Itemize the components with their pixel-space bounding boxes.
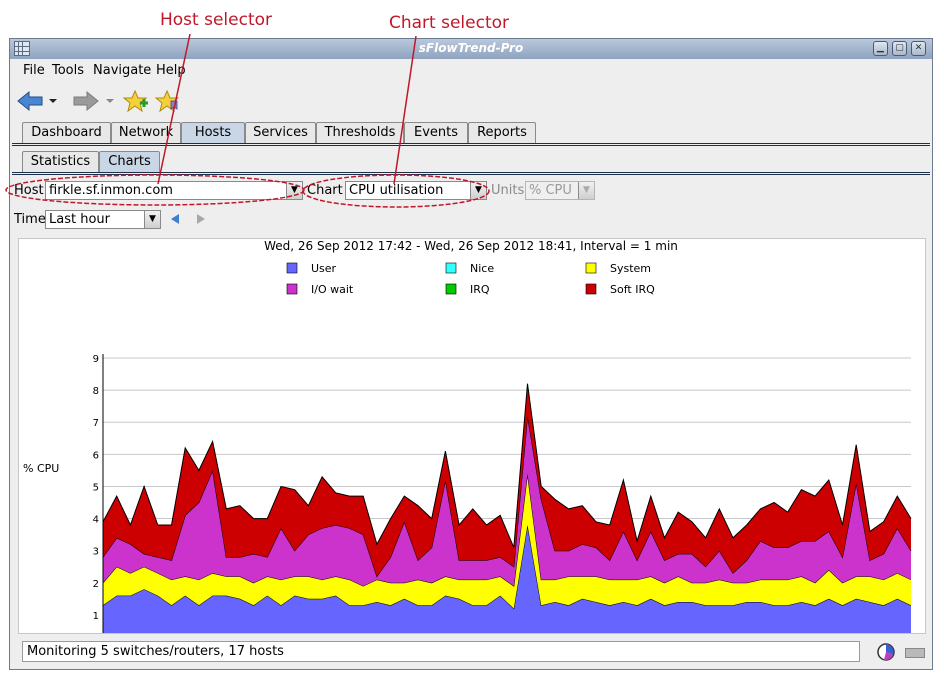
app-window: sFlowTrend-Pro ▁ ▢ ✕ File Tools Navigate… <box>9 38 933 670</box>
tab-reports[interactable]: Reports <box>468 122 536 143</box>
area-i-o-wait <box>103 415 911 586</box>
chart-value: CPU utilisation <box>349 183 444 198</box>
y-tick-label: 4 <box>93 515 99 526</box>
y-axis-label: % CPU <box>23 462 59 475</box>
status-text: Monitoring 5 switches/routers, 17 hosts <box>27 644 284 659</box>
menu-help[interactable]: Help <box>156 63 186 78</box>
legend-swatch <box>286 283 298 295</box>
host-selector-annotation: Host selector <box>160 10 273 30</box>
legend-swatch <box>286 262 298 274</box>
units-label: Units <box>491 183 525 198</box>
host-combo[interactable]: firkle.sf.inmon.com ▼ <box>45 181 303 200</box>
time-nav <box>171 214 205 224</box>
y-tick-label: 1 <box>93 611 99 622</box>
time-value: Last hour <box>49 212 110 227</box>
y-tick-label: 2 <box>93 579 99 590</box>
chevron-down-icon[interactable]: ▼ <box>286 182 302 199</box>
tab-divider <box>12 145 930 146</box>
chart-legend: User Nice System I/O wait IRQ Soft IRQ <box>286 262 655 296</box>
legend-swatch <box>445 283 457 295</box>
legend-label: Soft IRQ <box>610 283 655 296</box>
legend-swatch <box>445 262 457 274</box>
progress-indicator <box>905 648 925 658</box>
units-combo: % CPU ▼ <box>525 181 595 200</box>
legend-swatch <box>585 283 597 295</box>
chart-title: Wed, 26 Sep 2012 17:42 - Wed, 26 Sep 201… <box>264 239 678 253</box>
tab-dashboard[interactable]: Dashboard <box>22 122 111 143</box>
units-value: % CPU <box>529 183 572 198</box>
cpu-chart: Wed, 26 Sep 2012 17:42 - Wed, 26 Sep 201… <box>23 239 929 667</box>
chart-combo[interactable]: CPU utilisation ▼ <box>345 181 487 200</box>
tab-hosts[interactable]: Hosts <box>181 122 245 143</box>
back-icon[interactable] <box>16 90 66 112</box>
status-bar: Monitoring 5 switches/routers, 17 hosts <box>22 641 860 662</box>
chart-label: Chart <box>307 183 343 198</box>
y-tick-label: 7 <box>93 418 99 429</box>
series-line <box>102 383 912 548</box>
tab-statistics[interactable]: Statistics <box>22 151 99 172</box>
time-back-icon[interactable] <box>171 214 179 224</box>
window-title: sFlowTrend-Pro <box>418 41 524 55</box>
time-combo[interactable]: Last hour ▼ <box>45 210 161 229</box>
title-bar[interactable]: sFlowTrend-Pro ▁ ▢ ✕ <box>10 39 932 59</box>
legend-label: IRQ <box>470 283 490 296</box>
y-tick-label: 8 <box>93 386 99 397</box>
menu-file[interactable]: File <box>23 63 45 78</box>
area-soft-irq <box>103 383 911 577</box>
tab-charts[interactable]: Charts <box>99 151 160 172</box>
close-icon[interactable]: ✕ <box>911 41 926 56</box>
legend-label: I/O wait <box>311 283 354 296</box>
y-tick-label: 3 <box>93 547 99 558</box>
chevron-down-icon: ▼ <box>578 182 594 199</box>
chevron-down-icon[interactable]: ▼ <box>470 182 486 199</box>
bookmarks-icon[interactable] <box>155 89 181 113</box>
maximize-icon[interactable]: ▢ <box>892 41 907 56</box>
app-icon <box>14 41 30 56</box>
y-tick-label: 6 <box>93 450 99 461</box>
legend-label: Nice <box>470 262 494 275</box>
menu-tools[interactable]: Tools <box>52 63 85 78</box>
tab-divider <box>12 143 930 144</box>
legend-label: System <box>610 262 651 275</box>
add-bookmark-icon[interactable] <box>123 89 149 113</box>
time-label: Time <box>14 212 46 227</box>
minimize-icon[interactable]: ▁ <box>873 41 888 56</box>
y-tick-label: 9 <box>93 354 99 365</box>
legend-label: User <box>311 262 337 275</box>
chart-panel: Wed, 26 Sep 2012 17:42 - Wed, 26 Sep 201… <box>18 238 929 667</box>
tab-events[interactable]: Events <box>404 122 468 143</box>
tab-network[interactable]: Network <box>111 122 181 143</box>
tab-thresholds[interactable]: Thresholds <box>316 122 404 143</box>
tab-services[interactable]: Services <box>245 122 316 143</box>
area-user <box>103 525 911 647</box>
chart-areas <box>102 383 912 647</box>
chevron-down-icon[interactable]: ▼ <box>144 211 160 228</box>
menu-navigate[interactable]: Navigate <box>93 63 152 78</box>
time-forward-icon[interactable] <box>197 214 205 224</box>
host-value: firkle.sf.inmon.com <box>49 183 173 198</box>
host-label: Host <box>14 183 44 198</box>
activity-icon <box>877 643 895 661</box>
subtab-divider <box>12 174 930 175</box>
forward-icon[interactable] <box>72 90 118 112</box>
legend-swatch <box>585 262 597 274</box>
chart-selector-annotation: Chart selector <box>389 13 510 33</box>
subtab-divider <box>12 172 930 173</box>
y-tick-label: 5 <box>93 482 99 493</box>
